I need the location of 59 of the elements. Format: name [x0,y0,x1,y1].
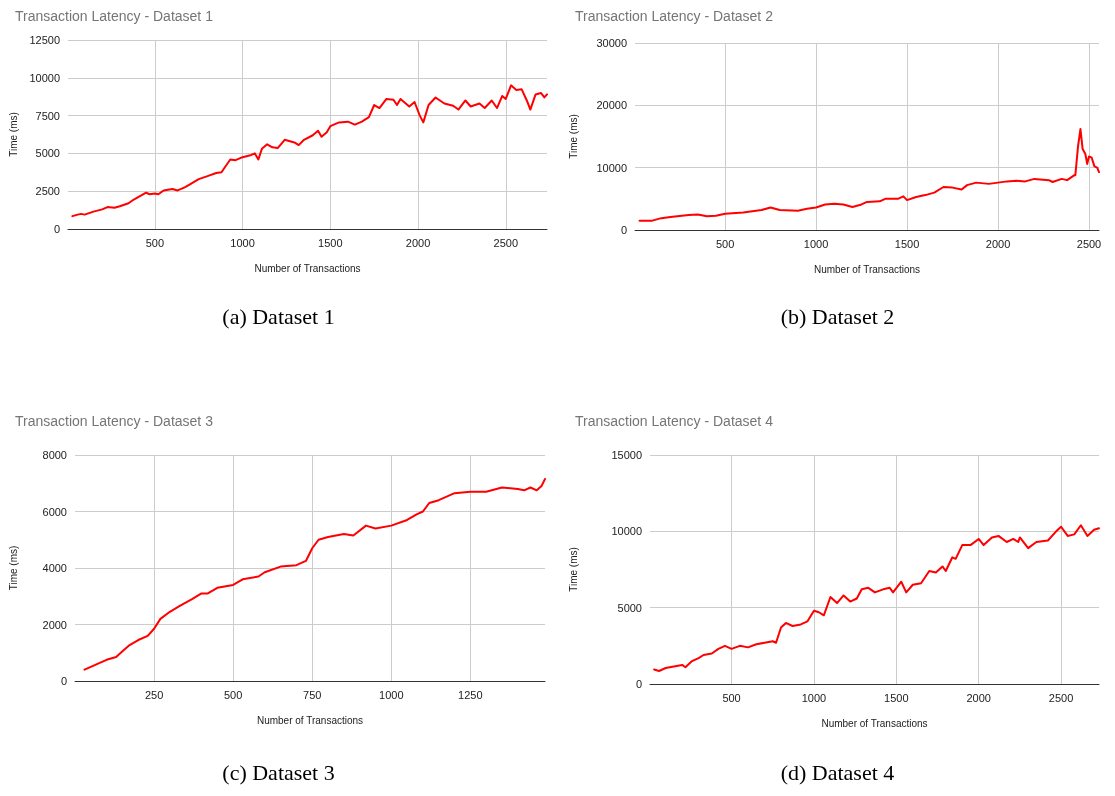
y-tick-label: 6000 [42,505,67,518]
y-tick-label: 0 [60,675,67,687]
line-series [653,524,1100,673]
x-tick-label: 500 [223,688,243,701]
y-tick-label: 10000 [596,161,627,174]
y-axis-title: Time (ms) [567,114,579,159]
x-tick-label: 2000 [966,691,991,704]
chart-title: Transaction Latency - Dataset 4 [575,413,774,429]
text: (d) Dataset 4 [780,759,895,785]
x-tick-label: 2000 [985,237,1011,250]
text: (b) Dataset 2 [780,303,895,329]
y-tick-label: 10000 [611,525,642,538]
text: (c) Dataset 3 [222,759,335,785]
x-tick-label: 1500 [884,691,909,704]
y-axis-title: Time (ms) [567,547,579,592]
x-tick-label: 500 [715,237,735,250]
y-tick-label: 0 [635,678,642,690]
y-tick-label: 10000 [29,71,60,84]
y-tick-label: 20000 [596,99,627,112]
y-tick-label: 4000 [42,562,67,574]
x-tick-label: 1000 [801,691,827,704]
y-tick-label: 0 [620,224,627,236]
y-axis-title: Time (ms) [7,112,19,157]
x-tick-label: 750 [303,688,322,701]
x-tick-label: 2500 [1048,691,1074,704]
chart-title: Transaction Latency - Dataset 1 [15,8,214,24]
x-tick-label: 1500 [318,236,343,249]
x-tick-label: 500 [722,691,741,704]
x-tick-label: 2000 [405,236,431,249]
chart-title: Transaction Latency - Dataset 2 [575,8,774,24]
x-axis-title: Number of Transactions [813,263,921,275]
y-tick-label: 5000 [617,601,642,614]
line-series [83,478,546,671]
chart-title: Transaction Latency - Dataset 3 [15,413,214,429]
y-tick-label: 8000 [42,449,67,461]
y-tick-label: 2000 [42,618,67,631]
y-tick-label: 2500 [35,185,60,198]
y-axis-title: Time (ms) [7,545,19,591]
x-tick-label: 2500 [493,236,519,249]
x-tick-label: 1000 [803,237,829,250]
x-tick-label: 1250 [458,688,483,701]
line-series [638,128,1100,222]
x-axis-title: Number of Transactions [821,717,928,729]
y-tick-label: 0 [53,223,60,235]
x-axis-title: Number of Transactions [254,262,361,274]
y-tick-label: 30000 [596,37,627,49]
text: (a) Dataset 1 [222,303,335,329]
x-tick-label: 1000 [230,236,255,249]
y-tick-label: 7500 [35,109,60,122]
y-tick-label: 5000 [35,147,60,160]
y-tick-label: 15000 [611,449,642,461]
x-tick-label: 1500 [894,237,920,250]
x-tick-label: 1000 [379,688,404,701]
line-series [71,84,548,218]
y-tick-label: 12500 [29,34,60,46]
x-tick-label: 500 [145,236,165,249]
x-tick-label: 2500 [1076,237,1102,250]
x-tick-label: 250 [144,688,164,701]
x-axis-title: Number of Transactions [256,714,364,726]
